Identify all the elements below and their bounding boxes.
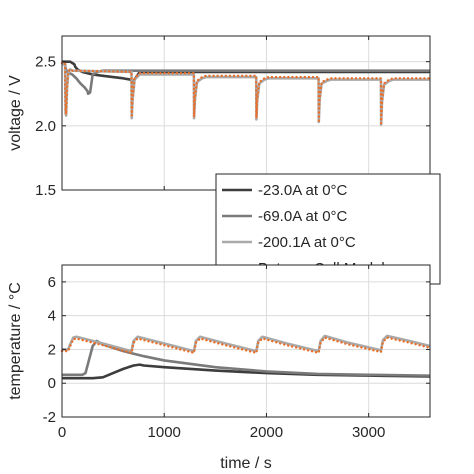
x-tick-label: 3000: [352, 424, 385, 441]
y-tick-label: 6: [48, 274, 56, 291]
y-tick-label: 2: [48, 341, 56, 358]
legend-label-1: -23.0A at 0°C: [258, 182, 348, 199]
x-tick-label: 2000: [250, 424, 283, 441]
y-tick-label: -2: [43, 409, 56, 426]
y-tick-label: 1.5: [35, 182, 56, 199]
y-tick-label: 0: [48, 375, 56, 392]
y-axis-label: temperature / °C: [7, 282, 24, 400]
series-line-3: [62, 334, 431, 353]
plot-area: [62, 265, 430, 417]
series-line-4: [60, 336, 432, 355]
series-line-2: [62, 62, 430, 96]
x-tick-label: 0: [58, 424, 66, 441]
series-line-2: [62, 339, 431, 377]
legend-label-3: -200.1A at 0°C: [258, 234, 356, 251]
x-axis-label: time / s: [220, 455, 272, 472]
y-tick-label: 2.0: [35, 118, 56, 135]
legend-label-2: -69.0A at 0°C: [258, 208, 348, 225]
axes-1: 1.5 2.0 2.5 voltage / V: [7, 35, 432, 199]
y-tick-label: 4: [48, 308, 56, 325]
y-axis-label: voltage / V: [7, 75, 24, 151]
axes-frame: [61, 264, 431, 418]
plot-area: [62, 36, 430, 190]
series-line-4: [60, 61, 432, 125]
x-tick-label: 1000: [148, 424, 181, 441]
y-tick-label: 2.5: [35, 54, 56, 71]
